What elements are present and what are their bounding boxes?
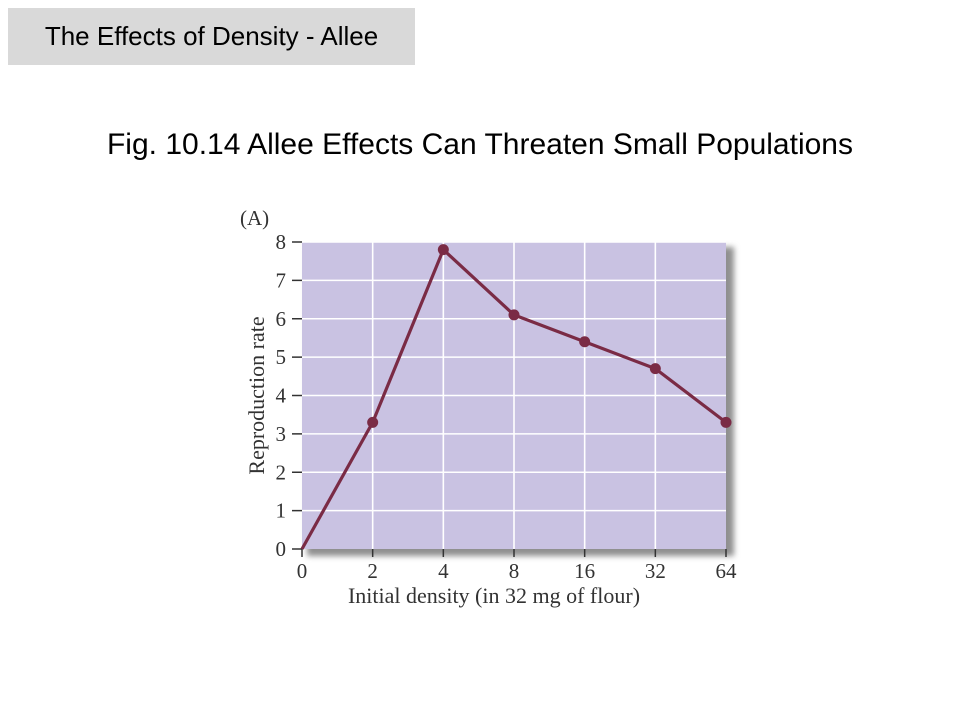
data-point bbox=[437, 244, 449, 256]
x-tick-label: 16 bbox=[574, 559, 595, 583]
slide-header-text: The Effects of Density - Allee bbox=[44, 21, 379, 51]
axes bbox=[292, 241, 727, 557]
y-tick-label: 3 bbox=[276, 422, 287, 446]
grid-lines bbox=[302, 241, 726, 549]
y-tick-label: 5 bbox=[276, 345, 287, 369]
y-tick-label: 0 bbox=[276, 537, 287, 561]
y-tick-label: 2 bbox=[276, 460, 287, 484]
panel-label: (A) bbox=[240, 206, 269, 230]
series-line-group bbox=[300, 244, 732, 550]
data-point bbox=[720, 416, 732, 428]
data-point bbox=[508, 309, 520, 321]
slide-header-tag: The Effects of Density - Allee bbox=[8, 8, 415, 65]
y-tick-label: 8 bbox=[276, 230, 287, 254]
y-axis-label: Reproduction rate bbox=[244, 316, 269, 474]
x-tick-label: 64 bbox=[716, 559, 738, 583]
allee-chart: 0 1 2 3 4 5 6 7 8 0 2 4 8 16 32 64 (A) Reproduction rate I… bbox=[240, 206, 737, 608]
data-point bbox=[649, 363, 661, 375]
figure-title: Fig. 10.14 Allee Effects Can Threaten Sm… bbox=[106, 128, 853, 161]
x-tick-label: 4 bbox=[438, 559, 449, 583]
x-tick-label: 32 bbox=[645, 559, 666, 583]
x-tick-label: 0 bbox=[297, 559, 308, 583]
y-tick-label: 6 bbox=[276, 307, 287, 331]
data-point bbox=[579, 336, 591, 348]
x-tick-label: 2 bbox=[367, 559, 378, 583]
x-axis-label: Initial density (in 32 mg of flour) bbox=[348, 583, 640, 608]
y-tick-label: 4 bbox=[276, 384, 287, 408]
y-tick-label: 1 bbox=[276, 499, 287, 523]
data-point bbox=[367, 416, 379, 428]
y-tick-label: 7 bbox=[276, 268, 287, 292]
plot-area bbox=[302, 242, 734, 556]
chart-labels: 0 1 2 3 4 5 6 7 8 0 2 4 8 16 32 64 (A) Reproduction rate I… bbox=[240, 206, 737, 608]
x-tick-label: 8 bbox=[509, 559, 520, 583]
